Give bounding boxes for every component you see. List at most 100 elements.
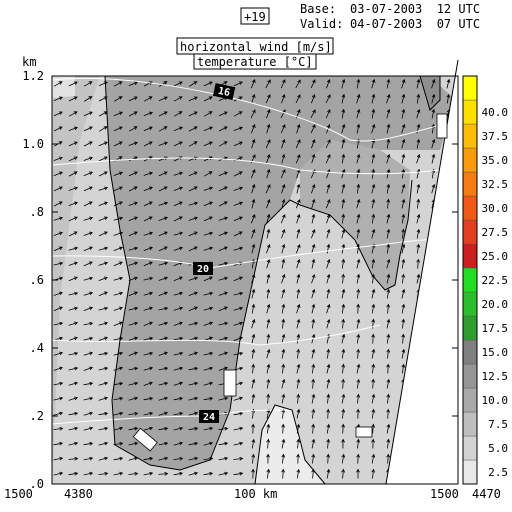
wind-arrow-506 <box>356 348 361 359</box>
wind-arrow-93 <box>233 126 243 131</box>
wind-arrow-36 <box>188 96 198 102</box>
wind-arrow-110 <box>83 141 93 147</box>
wind-arrow-713 <box>218 471 229 476</box>
wind-arrow-104 <box>401 123 406 134</box>
wind-arrow-547 <box>158 381 169 386</box>
wind-arrow-342 <box>326 258 331 269</box>
wind-arrow-213 <box>416 183 421 194</box>
wind-arrow-474 <box>281 333 286 344</box>
wind-arrow-69 <box>280 109 286 119</box>
wind-arrow-573 <box>143 396 154 401</box>
wind-arrow-392 <box>266 288 271 299</box>
wind-arrow-192 <box>98 186 109 191</box>
wind-arrow-375 <box>416 273 421 284</box>
wind-arrow-17 <box>310 79 316 89</box>
wind-arrow-243 <box>53 216 64 221</box>
wind-arrow-522 <box>188 366 199 371</box>
wind-arrow-472 <box>251 333 256 344</box>
wind-arrow-13 <box>250 79 256 89</box>
wind-arrow-531 <box>326 363 331 374</box>
valid-value: 04-07-2003 07 UTC <box>350 17 480 31</box>
wind-arrow-257 <box>266 213 271 224</box>
wind-arrow-427 <box>386 303 391 314</box>
wind-arrow-391 <box>251 288 256 299</box>
wind-arrow-140 <box>128 156 138 162</box>
colorbar-swatch-10 <box>462 219 478 245</box>
isotherm-label-20: 20 <box>197 264 209 275</box>
wind-arrow-447 <box>281 318 286 329</box>
wind-arrow-473 <box>266 333 271 344</box>
wind-arrow-621 <box>53 426 64 431</box>
wind-arrow-712 <box>203 471 214 476</box>
wind-arrow-420 <box>281 303 286 314</box>
wind-arrow-694 <box>341 453 346 464</box>
wind-arrow-9 <box>188 81 198 87</box>
colorbar-label-9: 25.0 <box>482 250 509 263</box>
wind-band-2-valley <box>255 405 325 484</box>
wind-arrow-115 <box>158 141 168 146</box>
wind-arrow-494 <box>173 351 184 356</box>
isotherm-label-16-text: 16 <box>217 86 231 99</box>
wind-arrow-83 <box>83 126 93 132</box>
wind-arrow-643 <box>386 423 391 434</box>
wind-arrow-705 <box>98 471 109 476</box>
wind-arrow-370 <box>341 273 346 284</box>
wind-contour-valley <box>254 404 326 485</box>
wind-arrow-67 <box>250 109 256 119</box>
wind-arrow-271 <box>68 231 78 237</box>
wind-arrow-121 <box>251 138 256 149</box>
wind-arrow-682 <box>158 456 169 461</box>
wind-arrow-440 <box>173 321 183 326</box>
wind-arrow-219 <box>98 201 108 206</box>
wind-arrow-681 <box>143 456 154 461</box>
wind-arrow-51 <box>416 93 421 104</box>
wind-arrow-384 <box>143 291 154 296</box>
wind-arrow-116 <box>173 141 183 147</box>
wind-arrow-470 <box>218 336 229 341</box>
wind-arrow-493 <box>158 351 168 356</box>
wind-arrow-64 <box>203 111 213 117</box>
wind-arrow-409 <box>113 306 123 311</box>
wind-arrow-35 <box>173 96 183 102</box>
wind-arrow-448 <box>296 318 301 329</box>
wind-arrow-678 <box>98 456 109 461</box>
wind-arrow-48 <box>371 93 376 104</box>
wind-arrow-581 <box>266 393 271 404</box>
wind-arrow-265 <box>386 213 391 224</box>
wind-arrow-575 <box>173 396 184 401</box>
wind-arrow-61 <box>158 111 168 117</box>
wind-arrow-540 <box>53 381 64 386</box>
wind-arrow-536 <box>401 363 406 374</box>
wind-arrow-668 <box>356 438 361 449</box>
wind-arrow-664 <box>296 438 301 449</box>
wind-arrow-559 <box>341 378 345 389</box>
wind-arrow-502 <box>296 348 301 359</box>
wind-arrow-109 <box>68 141 78 147</box>
wind-arrow-509 <box>401 348 406 359</box>
wind-arrow-696 <box>371 453 376 464</box>
wind-arrow-87 <box>143 126 153 132</box>
wind-arrow-73 <box>341 108 346 119</box>
wind-arrow-330 <box>143 261 153 267</box>
wind-arrow-658 <box>203 441 214 446</box>
colorbar-label-13: 35.0 <box>482 154 509 167</box>
wind-arrow-475 <box>296 333 301 344</box>
wind-arrow-444 <box>233 321 244 326</box>
wind-arrow-452 <box>356 318 361 329</box>
wind-arrow-203 <box>265 184 271 194</box>
wind-arrow-100 <box>341 123 346 134</box>
wind-arrow-253 <box>203 216 213 222</box>
wind-arrow-594 <box>53 411 64 416</box>
wind-arrow-519 <box>143 366 154 371</box>
wind-arrow-246 <box>98 216 108 222</box>
wind-arrow-151 <box>295 154 301 164</box>
wind-arrow-124 <box>295 139 301 149</box>
colorbar-label-2: 7.5 <box>488 418 508 431</box>
wind-arrow-29 <box>83 96 93 102</box>
wind-arrow-530 <box>311 363 316 374</box>
wind-arrow-23 <box>401 78 406 89</box>
wind-arrow-416 <box>218 306 228 312</box>
wind-arrow-527 <box>266 363 271 374</box>
wind-arrow-651 <box>98 441 109 446</box>
wind-arrow-354 <box>98 276 108 281</box>
